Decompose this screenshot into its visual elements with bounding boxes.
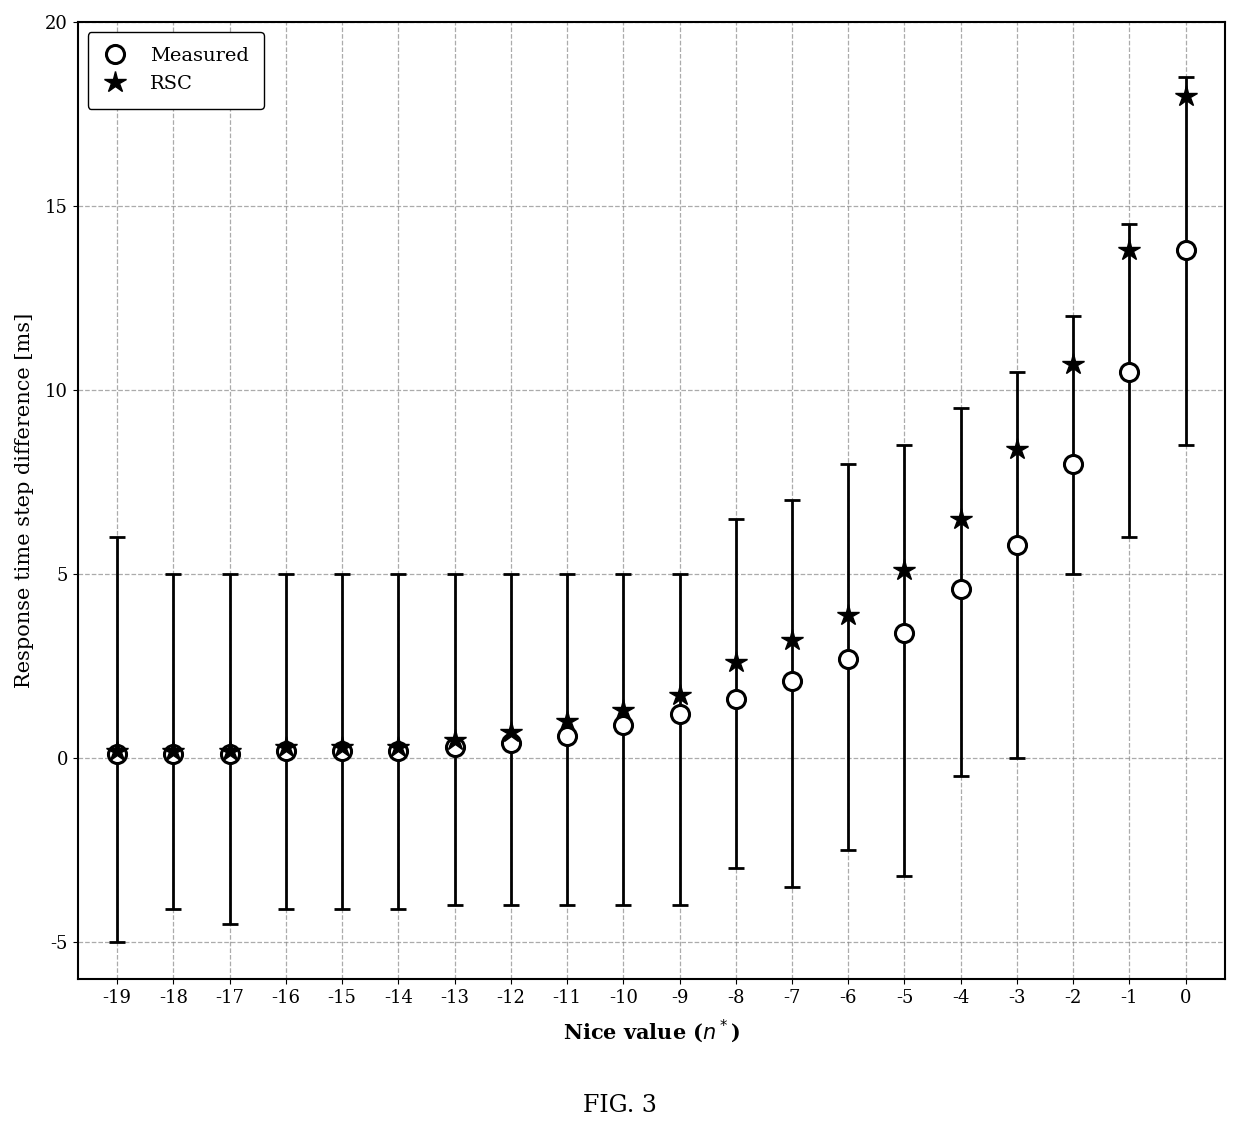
Measured: [279, 743, 294, 757]
RSC: [503, 725, 518, 739]
RSC: [222, 743, 237, 757]
Measured: [785, 675, 800, 688]
RSC: [728, 655, 743, 669]
Y-axis label: Response time step difference [ms]: Response time step difference [ms]: [15, 312, 33, 688]
Measured: [503, 737, 518, 750]
Measured: [1178, 244, 1193, 257]
Line: Measured: Measured: [108, 241, 1194, 764]
Measured: [841, 652, 856, 666]
RSC: [1009, 442, 1024, 456]
RSC: [391, 740, 405, 754]
Measured: [616, 719, 631, 732]
Measured: [672, 707, 687, 721]
Measured: [448, 740, 463, 754]
RSC: [1065, 358, 1080, 371]
Measured: [391, 743, 405, 757]
Measured: [728, 693, 743, 706]
RSC: [841, 608, 856, 622]
Measured: [110, 748, 125, 761]
Line: RSC: RSC: [107, 85, 1197, 761]
Measured: [335, 743, 350, 757]
Measured: [1065, 457, 1080, 470]
RSC: [785, 634, 800, 647]
RSC: [1122, 244, 1137, 257]
RSC: [672, 689, 687, 703]
Measured: [559, 729, 574, 742]
Text: FIG. 3: FIG. 3: [583, 1094, 657, 1117]
RSC: [335, 740, 350, 754]
RSC: [897, 564, 911, 578]
RSC: [559, 714, 574, 728]
Measured: [222, 748, 237, 761]
Measured: [954, 582, 968, 596]
RSC: [110, 743, 125, 757]
Legend: Measured, RSC: Measured, RSC: [88, 32, 264, 108]
RSC: [616, 704, 631, 717]
RSC: [1178, 89, 1193, 103]
RSC: [954, 512, 968, 526]
Measured: [166, 748, 181, 761]
RSC: [448, 733, 463, 747]
X-axis label: Nice value ($n^*$): Nice value ($n^*$): [563, 1017, 740, 1046]
Measured: [897, 626, 911, 640]
Measured: [1009, 538, 1024, 552]
RSC: [279, 740, 294, 754]
Measured: [1122, 364, 1137, 378]
RSC: [166, 743, 181, 757]
